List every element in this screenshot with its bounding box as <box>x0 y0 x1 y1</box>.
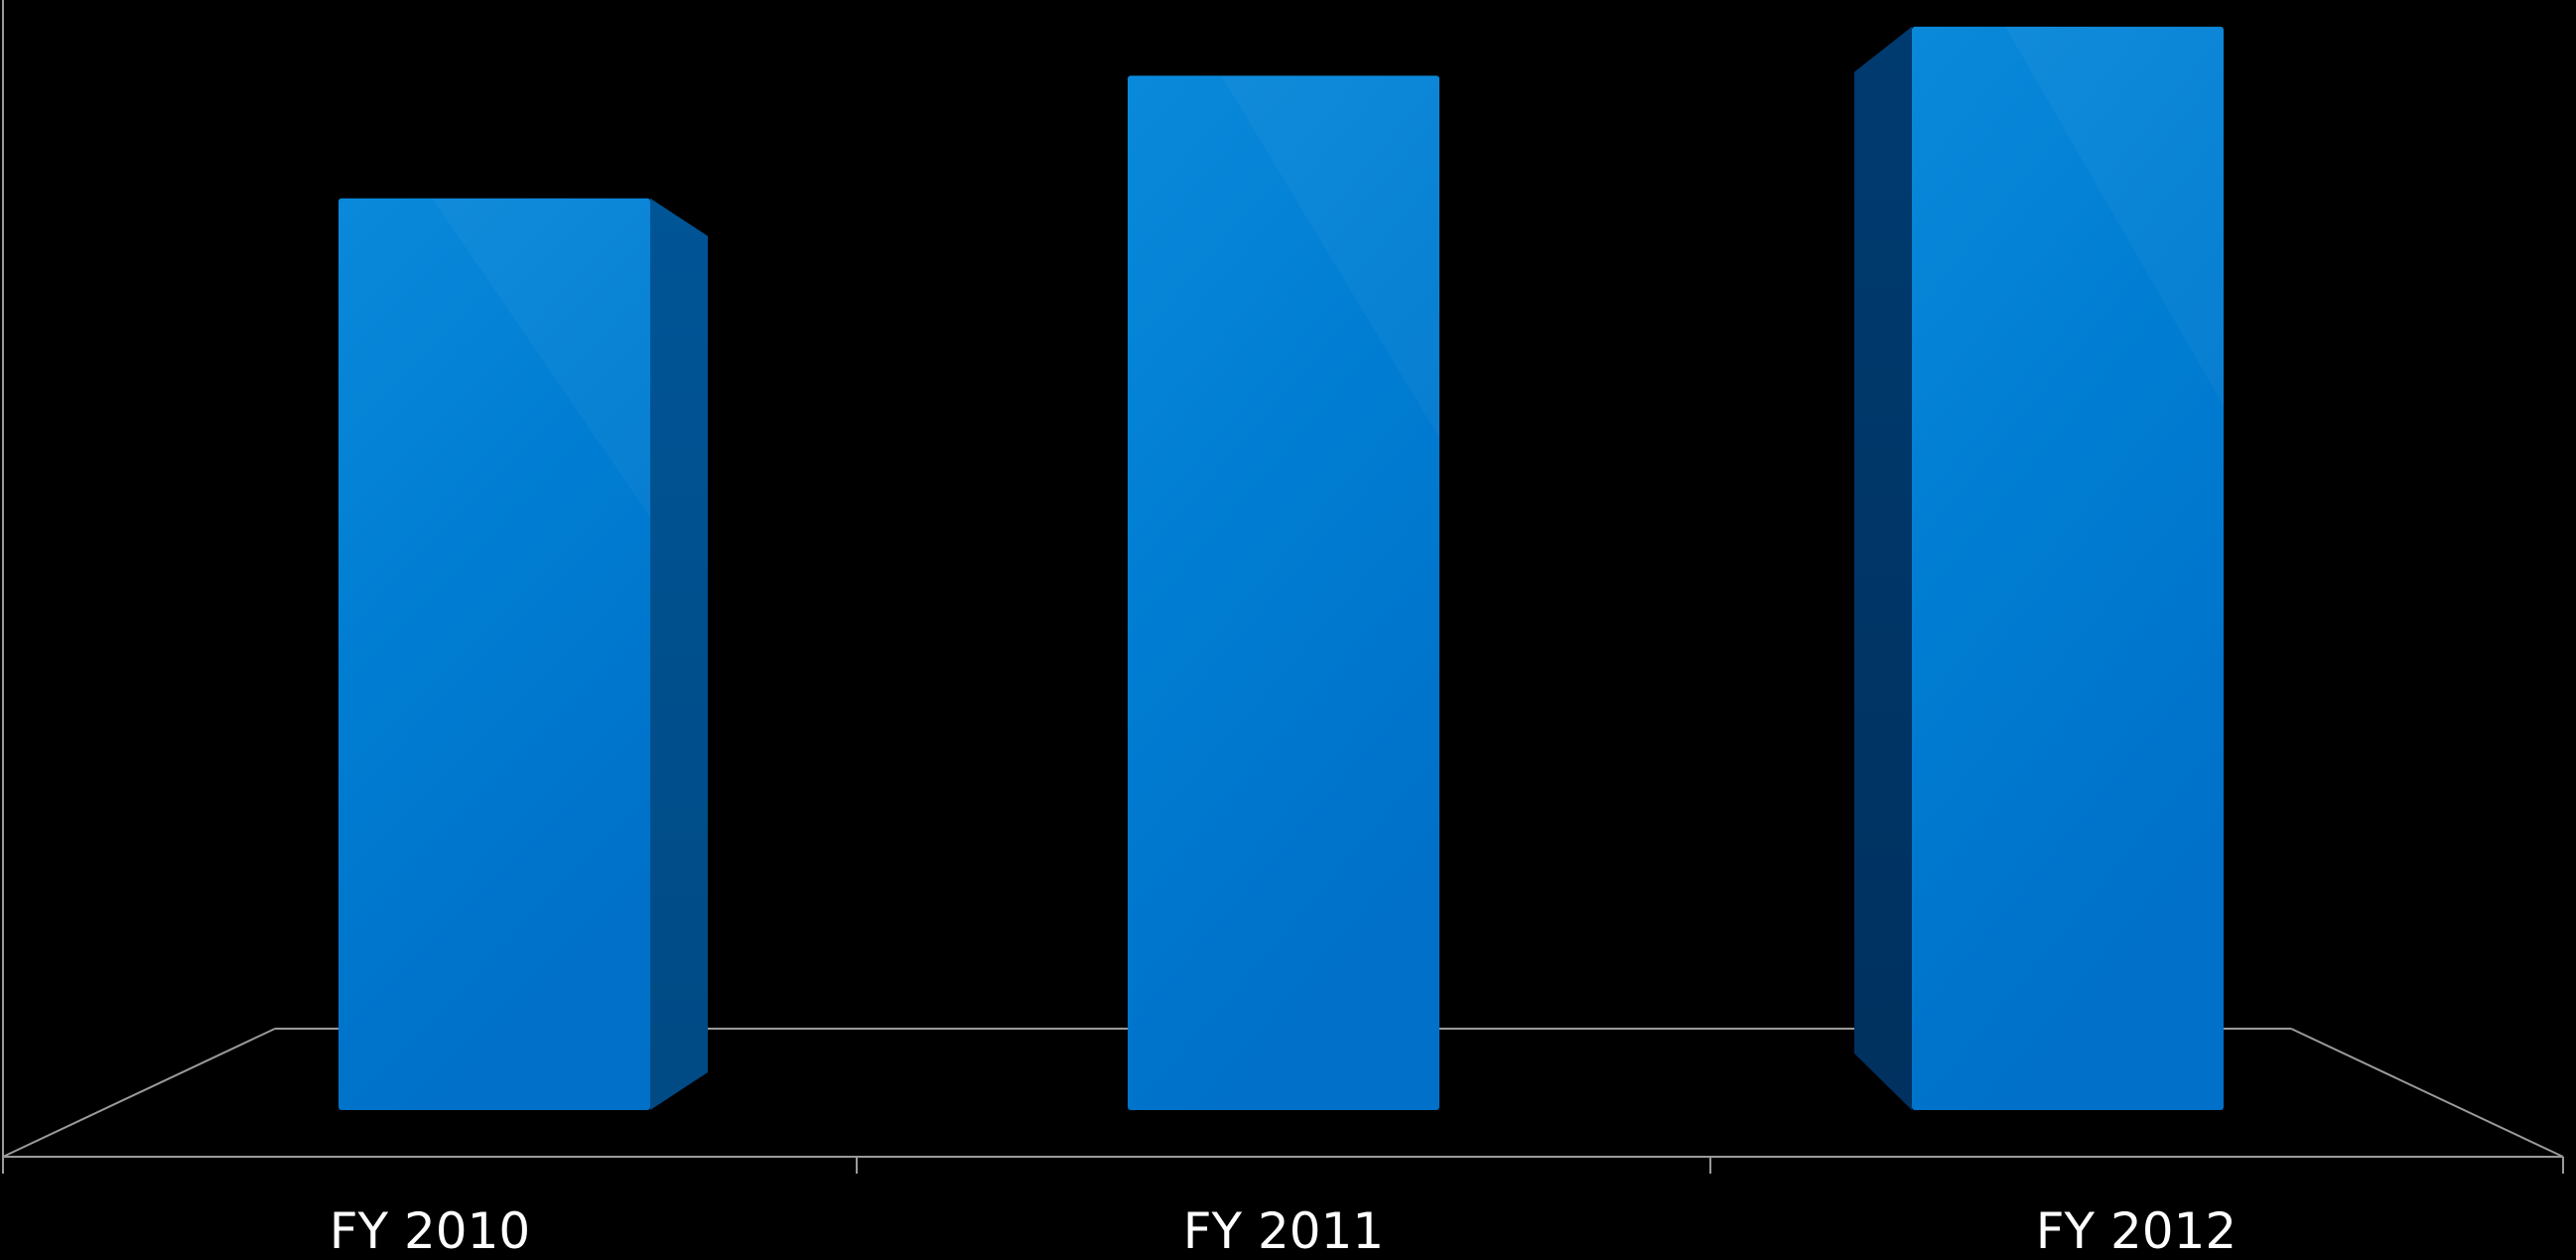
bar <box>339 198 708 1110</box>
x-tick-label: FY 2012 <box>2036 1202 2237 1260</box>
bar-side-face <box>650 198 708 1110</box>
bar-side-face <box>1854 26 1912 1111</box>
floor-left-edge <box>2 1028 276 1158</box>
floor-right-edge <box>2290 1028 2564 1158</box>
bar-front-face <box>339 198 650 1110</box>
bar-front-face <box>1912 26 2224 1111</box>
bar-front-face <box>1128 75 1439 1111</box>
x-tick-label: FY 2011 <box>1183 1202 1384 1260</box>
x-tick-label: FY 2010 <box>330 1202 530 1260</box>
x-axis-labels: FY 2010 FY 2011 FY 2012 <box>330 1202 2237 1260</box>
bar <box>1854 26 2224 1111</box>
bar-series <box>339 26 2224 1111</box>
bar <box>1128 75 1439 1111</box>
